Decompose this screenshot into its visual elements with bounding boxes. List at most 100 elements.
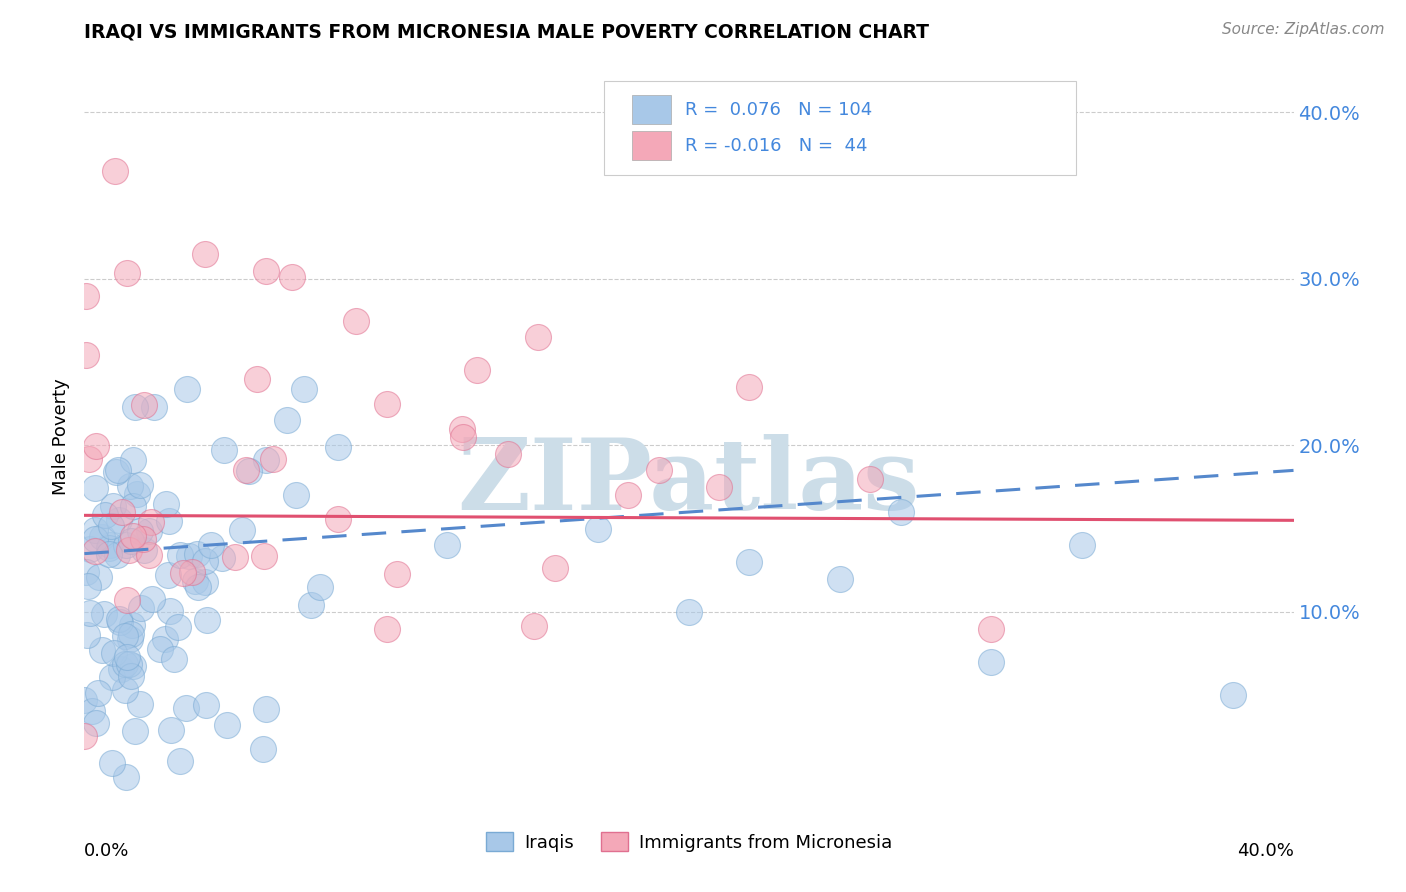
Point <box>179 549 201 564</box>
Point <box>157 514 180 528</box>
Point <box>375 622 398 636</box>
Point <box>678 605 700 619</box>
Point <box>80 704 103 718</box>
Point <box>121 617 143 632</box>
Point <box>120 627 142 641</box>
Point <box>120 533 142 548</box>
Point <box>186 548 208 562</box>
Point <box>141 515 163 529</box>
Y-axis label: Male Poverty: Male Poverty <box>52 379 70 495</box>
Point <box>77 452 100 467</box>
Point <box>830 572 852 586</box>
FancyBboxPatch shape <box>633 131 671 160</box>
Point <box>105 548 128 562</box>
Point <box>114 629 136 643</box>
Point <box>276 413 298 427</box>
Text: R =  0.076   N = 104: R = 0.076 N = 104 <box>685 101 873 119</box>
Point <box>93 508 115 523</box>
Legend: Iraqis, Immigrants from Micronesia: Iraqis, Immigrants from Micronesia <box>479 825 898 859</box>
Point <box>75 289 97 303</box>
Point <box>194 247 217 261</box>
Text: 40.0%: 40.0% <box>1237 842 1294 860</box>
Point <box>176 701 198 715</box>
Point <box>118 632 141 646</box>
Point <box>1222 688 1244 702</box>
Point <box>84 439 107 453</box>
Point <box>91 530 114 544</box>
Point <box>97 541 120 556</box>
Point <box>122 452 145 467</box>
Point <box>1071 538 1094 552</box>
Point <box>76 628 98 642</box>
Point <box>90 643 112 657</box>
Point <box>142 401 165 415</box>
Point <box>155 632 177 647</box>
Point <box>121 499 143 513</box>
Point <box>118 478 141 492</box>
Point <box>105 466 128 480</box>
Point <box>200 538 222 552</box>
Point <box>254 452 277 467</box>
Point <box>187 580 209 594</box>
Point <box>120 669 142 683</box>
Point <box>436 538 458 552</box>
Point <box>129 601 152 615</box>
Point <box>252 741 274 756</box>
Point <box>107 463 129 477</box>
Point <box>84 481 107 495</box>
Point <box>97 548 120 562</box>
Point <box>159 604 181 618</box>
Point <box>103 647 125 661</box>
Point <box>141 591 163 606</box>
Point <box>110 505 132 519</box>
Point <box>129 478 152 492</box>
FancyBboxPatch shape <box>605 81 1076 175</box>
Point <box>129 697 152 711</box>
Point <box>93 607 115 621</box>
Point <box>124 723 146 738</box>
Point <box>262 452 284 467</box>
Point <box>738 555 761 569</box>
Point <box>98 538 121 552</box>
Point <box>138 548 160 562</box>
Text: R = -0.016   N =  44: R = -0.016 N = 44 <box>685 136 868 154</box>
Point <box>292 382 315 396</box>
Point <box>346 313 368 327</box>
Point <box>195 698 218 712</box>
Point <box>254 702 277 716</box>
Point <box>375 397 398 411</box>
Point <box>79 542 101 557</box>
Point <box>326 512 349 526</box>
Point <box>84 523 107 537</box>
Point <box>107 513 129 527</box>
Point <box>648 463 671 477</box>
Point <box>132 397 155 411</box>
Point <box>115 650 138 665</box>
Point <box>181 565 204 579</box>
Point <box>122 529 145 543</box>
Point <box>308 580 330 594</box>
Point <box>980 655 1002 669</box>
Text: ZIPatlas: ZIPatlas <box>458 434 920 531</box>
Point <box>184 574 207 589</box>
Point <box>211 550 233 565</box>
Point <box>101 499 124 513</box>
Point <box>160 723 183 738</box>
Point <box>245 372 267 386</box>
Text: 0.0%: 0.0% <box>84 842 129 860</box>
Point <box>467 363 489 377</box>
Text: IRAQI VS IMMIGRANTS FROM MICRONESIA MALE POVERTY CORRELATION CHART: IRAQI VS IMMIGRANTS FROM MICRONESIA MALE… <box>84 22 929 41</box>
Point <box>212 442 235 457</box>
Point <box>453 430 475 444</box>
Point <box>163 651 186 665</box>
Point <box>77 578 100 592</box>
Point <box>588 522 610 536</box>
Point <box>169 754 191 768</box>
Point <box>115 593 138 607</box>
Point <box>84 532 107 546</box>
Point <box>155 498 177 512</box>
Point <box>890 505 912 519</box>
Point <box>134 543 156 558</box>
Point <box>284 488 307 502</box>
Point <box>100 519 122 533</box>
